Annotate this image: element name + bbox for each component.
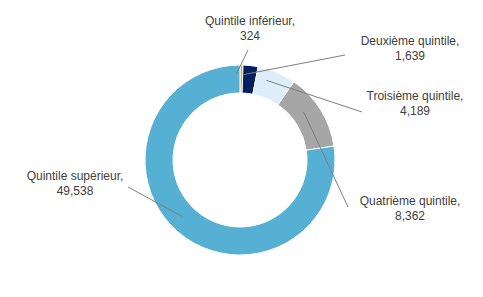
svg-text:Deuxième quintile,1,639: Deuxième quintile,1,639: [361, 34, 460, 63]
svg-text:Quatrième quintile,8,362: Quatrième quintile,8,362: [360, 194, 461, 223]
svg-text:Quintile inférieur,324: Quintile inférieur,324: [205, 14, 295, 43]
svg-text:Troisième quintile,4,189: Troisième quintile,4,189: [367, 89, 464, 118]
svg-text:Quintile supérieur,49,538: Quintile supérieur,49,538: [27, 169, 124, 198]
